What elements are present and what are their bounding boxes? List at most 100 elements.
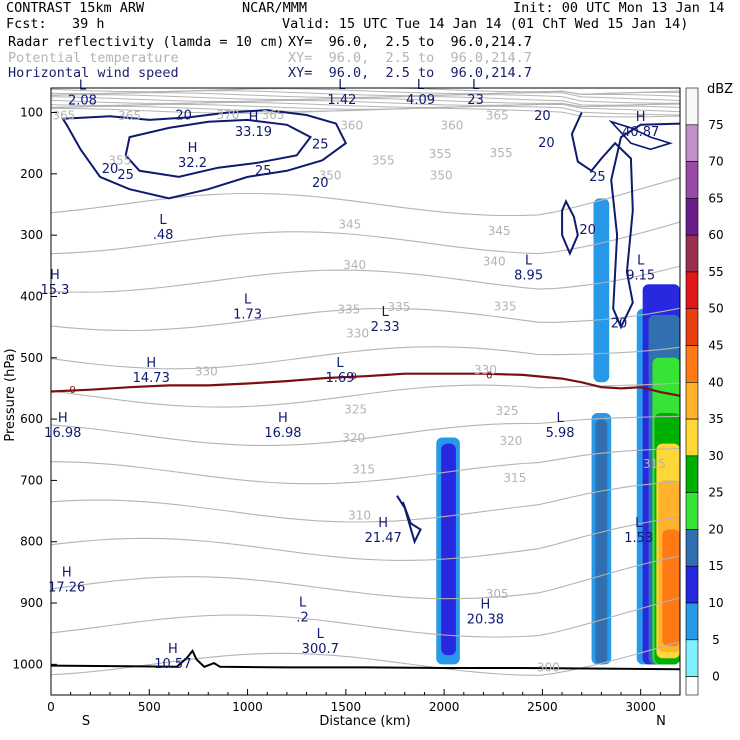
marker-value: 16.98 [44, 426, 81, 441]
theta-contour [51, 221, 680, 255]
theta-label: 360 [340, 118, 363, 132]
wind-label: 25 [312, 137, 329, 152]
marker-value: 2.08 [68, 94, 97, 109]
low-marker: L [635, 516, 643, 531]
x-tick-label: 3000 [625, 700, 656, 714]
theta-contour [51, 555, 680, 600]
terrain-layer [51, 649, 680, 671]
colorbar-label: 35 [708, 412, 723, 426]
colorbar-unit: dBZ [707, 82, 733, 97]
x-axis-right-label: N [656, 714, 666, 729]
low-marker: L [472, 78, 480, 93]
high-marker: H [278, 411, 288, 426]
y-tick-label: 900 [20, 596, 43, 610]
theta-contour [51, 382, 680, 408]
high-marker: H [249, 110, 259, 125]
high-low-markers: H33.19H32.2H40.87L1.42L4.09L23L2.08L.48L… [40, 78, 659, 672]
marker-value: 1.53 [624, 531, 653, 546]
wind-label: 20 [102, 162, 119, 177]
y-tick-label: 700 [20, 473, 43, 487]
upper-theta-contour [51, 107, 680, 118]
wind-label: 25 [117, 168, 134, 183]
colorbar-swatch [685, 87, 699, 126]
center-title: NCAR/MMM [242, 0, 308, 16]
field-name-theta: Potential temperature [8, 50, 179, 66]
theta-contours [51, 177, 680, 676]
wind-contour-east [570, 112, 680, 330]
colorbar-label: 25 [708, 486, 723, 500]
high-marker: H [168, 642, 178, 657]
marker-value: 16.98 [264, 426, 301, 441]
high-marker: H [58, 411, 68, 426]
marker-value: 1.69 [325, 371, 354, 386]
theta-label: 340 [343, 258, 366, 272]
marker-value: .2 [296, 611, 308, 626]
colorbar-label: 40 [708, 375, 723, 389]
colorbar-swatch [685, 234, 699, 273]
theta-label: 350 [319, 169, 342, 183]
low-marker: L [317, 627, 325, 642]
marker-value: 40.87 [622, 125, 659, 140]
low-marker: L [299, 596, 307, 611]
y-tick-label: 500 [20, 351, 43, 365]
colorbar-label: 70 [708, 155, 723, 169]
wind-label: 20 [175, 109, 192, 124]
x-tick-label: 2500 [527, 700, 558, 714]
marker-value: 5.98 [546, 426, 575, 441]
theta-label: 370 [216, 108, 239, 122]
field-xy-theta: XY= 96.0, 2.5 to 96.0,214.7 [288, 50, 532, 66]
x-tick-label: 1500 [331, 700, 362, 714]
marker-value: 300.7 [302, 642, 339, 657]
theta-contour [51, 597, 680, 638]
theta-contour [51, 265, 680, 293]
axes: 0 500 1000 1500 2000 2500 30001002003004005006… [12, 106, 681, 714]
y-tick-label: 200 [20, 167, 43, 181]
marker-value: 23 [467, 93, 484, 108]
y-tick-label: 400 [20, 289, 43, 303]
wind-contour-20 [61, 109, 348, 200]
theta-label: 335 [387, 300, 410, 314]
theta-label: 300 [537, 660, 560, 674]
wind-label: 25 [255, 164, 272, 179]
marker-value: 1.42 [327, 93, 356, 108]
theta-label: 350 [430, 169, 453, 183]
wind-label: 20 [579, 223, 596, 238]
freezing-level-label: 0 [69, 385, 75, 396]
colorbar-swatch [685, 161, 699, 199]
high-marker: H [146, 356, 156, 371]
colorbar-label: 15 [708, 559, 723, 573]
low-marker: L [79, 79, 87, 94]
theta-contour [51, 516, 680, 561]
theta-contour [51, 447, 680, 485]
freezing-level-line [51, 372, 680, 397]
wind-label: 20 [312, 176, 329, 191]
colorbar-label: 20 [708, 522, 723, 536]
colorbar-label: 60 [708, 228, 723, 242]
terrain-line [51, 649, 680, 671]
marker-value: 17.26 [48, 581, 85, 596]
field-xy-wind: XY= 96.0, 2.5 to 96.0,214.7 [288, 65, 532, 81]
upper-theta-contour [51, 90, 680, 97]
theta-label: 345 [338, 218, 361, 232]
low-marker: L [556, 411, 564, 426]
x-tick-label: 500 [138, 700, 161, 714]
x-tick-label: 0 [47, 700, 55, 714]
marker-value: .48 [153, 228, 174, 243]
marker-value: 21.47 [365, 531, 402, 546]
theta-label: 310 [348, 508, 371, 522]
low-marker: L [382, 305, 390, 320]
reflectivity-cell [595, 419, 608, 665]
marker-value: 15.3 [40, 283, 69, 298]
colorbar-swatch [685, 676, 699, 696]
marker-value: 4.09 [406, 93, 435, 108]
low-marker: L [159, 213, 167, 228]
x-tick-label: 1000 [232, 700, 263, 714]
theta-label: 320 [500, 434, 523, 448]
wind-label: 20 [534, 109, 551, 124]
wind-contour-25 [124, 118, 313, 178]
theta-label: 365 [262, 108, 285, 122]
theta-label: 335 [337, 302, 360, 316]
colorbar-label: 75 [708, 118, 723, 132]
wind-contour-core [608, 120, 673, 151]
